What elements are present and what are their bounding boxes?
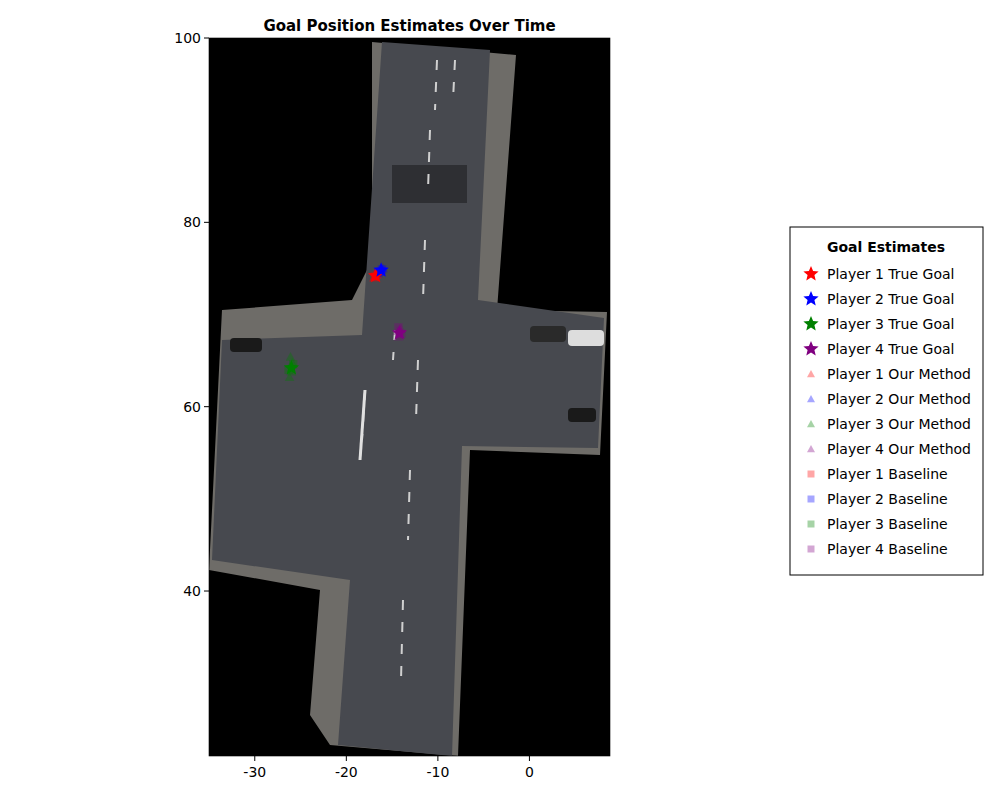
legend: Goal Estimates Player 1 True Goal Player 2… xyxy=(790,227,983,575)
y-tick-label: 100 xyxy=(174,30,201,46)
x-tick-label: -20 xyxy=(335,764,358,780)
legend-label: Player 2 Baseline xyxy=(827,491,948,507)
point xyxy=(284,360,299,374)
legend-marker xyxy=(808,521,815,528)
x-tick-label: -30 xyxy=(243,764,266,780)
legend-marker xyxy=(807,395,815,402)
legend-label: Player 4 True Goal xyxy=(827,341,954,357)
y-tick-label: 40 xyxy=(183,583,201,599)
legend-label: Player 1 True Goal xyxy=(827,266,954,282)
legend-label: Player 3 Baseline xyxy=(827,516,948,532)
legend-marker xyxy=(803,291,818,305)
legend-marker xyxy=(807,420,815,427)
point xyxy=(392,325,407,339)
legend-marker xyxy=(807,370,815,377)
marks xyxy=(284,262,407,381)
legend-label: Player 2 True Goal xyxy=(827,291,954,307)
legend-marker xyxy=(803,341,818,355)
x-tick-label: 0 xyxy=(525,764,534,780)
legend-label: Player 3 True Goal xyxy=(827,316,954,332)
y-tick xyxy=(204,222,209,223)
chart: Goal Position Estimates Over Time -30 -20 -… xyxy=(0,0,1000,800)
x-tick xyxy=(529,756,530,761)
legend-label: Player 1 Baseline xyxy=(827,466,948,482)
y-tick-label: 80 xyxy=(183,214,201,230)
y-tick xyxy=(204,406,209,407)
y-tick xyxy=(204,591,209,592)
point xyxy=(374,262,389,276)
legend-marker xyxy=(808,546,815,553)
legend-marker xyxy=(808,496,815,503)
x-tick xyxy=(437,756,438,761)
legend-marker xyxy=(807,445,815,452)
plot-frame xyxy=(209,38,610,756)
legend-label: Player 3 Our Method xyxy=(827,416,971,432)
y-tick xyxy=(204,38,209,39)
legend-label: Player 2 Our Method xyxy=(827,391,971,407)
legend-marker xyxy=(803,316,818,330)
x-tick-label: -10 xyxy=(426,764,449,780)
legend-label: Player 1 Our Method xyxy=(827,366,971,382)
map-background xyxy=(209,38,610,756)
legend-label: Player 4 Our Method xyxy=(827,441,971,457)
title: Goal Position Estimates Over Time xyxy=(263,17,555,35)
legend-marker xyxy=(808,471,815,478)
legend-marker xyxy=(803,266,818,280)
x-tick xyxy=(346,756,347,761)
legend-label: Player 4 Baseline xyxy=(827,541,948,557)
point xyxy=(286,352,296,361)
legend-title: Goal Estimates xyxy=(827,239,945,255)
y-tick-label: 60 xyxy=(183,399,201,415)
x-tick xyxy=(254,756,255,761)
